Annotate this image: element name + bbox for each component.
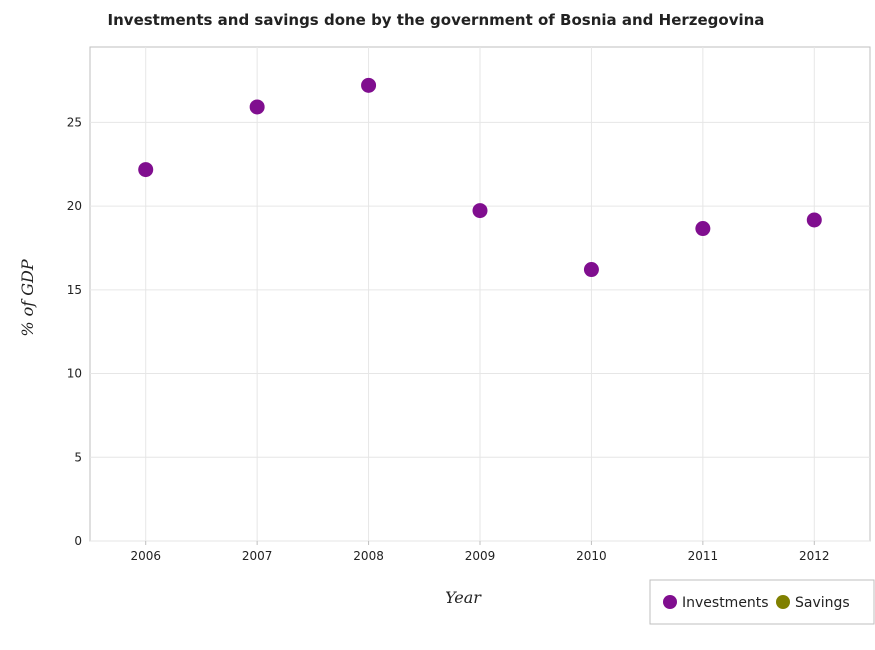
investments-point: [361, 77, 377, 93]
x-axis-ticks: 2006 2007 2008 2009 2010 2011 2012: [130, 549, 829, 563]
x-tick-label: 2009: [465, 549, 496, 563]
investments-point: [472, 203, 488, 219]
x-tick-label: 2007: [242, 549, 273, 563]
x-tick-label: 2012: [799, 549, 830, 563]
chart-title: Investments and savings done by the gove…: [108, 11, 765, 29]
y-tick-label: 15: [67, 283, 82, 297]
legend-marker: [776, 595, 790, 609]
y-tick-label: 0: [74, 534, 82, 548]
y-tick-label: 25: [67, 115, 82, 129]
y-axis-label: % of GDP: [18, 259, 37, 337]
y-tick-label: 5: [74, 450, 82, 464]
investments-point: [695, 221, 711, 237]
investments-point: [249, 99, 265, 115]
x-axis-label: Year: [445, 588, 482, 607]
investments-point: [806, 212, 822, 228]
x-tick-label: 2010: [576, 549, 607, 563]
y-axis-ticks: 0 5 10 15 20 25: [67, 115, 82, 548]
x-tick-label: 2011: [688, 549, 719, 563]
plot-area: [89, 46, 871, 545]
y-tick-label: 10: [67, 367, 82, 381]
x-tick-label: 2008: [353, 549, 384, 563]
legend-label: Savings: [795, 595, 850, 611]
legend-marker: [663, 595, 677, 609]
legend-label: Investments: [682, 595, 769, 611]
legend-box: [649, 579, 875, 625]
y-tick-label: 20: [67, 199, 82, 213]
investments-point: [138, 162, 154, 178]
x-tick-label: 2006: [130, 549, 161, 563]
investments-point: [583, 262, 599, 278]
legend: Investments Savings: [649, 579, 875, 625]
